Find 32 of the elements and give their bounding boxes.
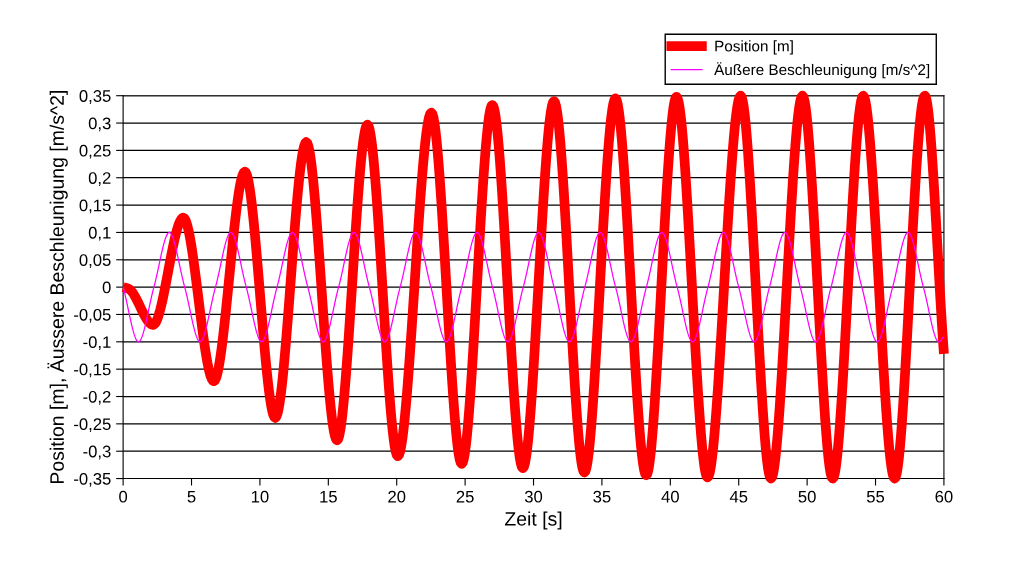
x-tick-label: 40 (661, 490, 679, 503)
x-tick-label: 30 (524, 490, 543, 503)
y-tick-label: -0,05 (74, 308, 111, 323)
y-tick-label: 0 (102, 281, 111, 294)
y-tick-label: 0,35 (79, 90, 111, 104)
y-tick-label: -0,25 (74, 418, 111, 433)
y-tick-label: 0,15 (79, 199, 111, 214)
x-tick-label: 55 (866, 490, 885, 503)
y-tick-label: -0,15 (74, 363, 111, 378)
y-tick-label: 0,2 (88, 172, 111, 186)
y-tick-label: 0,3 (88, 117, 111, 132)
x-tick-label: 15 (320, 490, 337, 503)
x-axis-title: Zeit [s] (504, 511, 562, 530)
y-tick-label: 0,05 (79, 254, 111, 268)
y-tick-label: -0,3 (83, 445, 111, 460)
x-tick-label: 10 (251, 490, 269, 503)
x-tick-label: 35 (593, 490, 611, 503)
y-tick-label: 0,1 (88, 226, 111, 241)
legend-label: Äußere Beschleunigung [m/s^2] (714, 62, 930, 79)
x-tick-label: 0 (119, 490, 128, 503)
y-tick-label: 0,25 (79, 144, 111, 159)
legend-label: Position [m] (715, 40, 793, 55)
y-tick-label: -0,1 (83, 336, 111, 350)
x-tick-label: 50 (798, 490, 816, 503)
x-tick-label: 45 (729, 490, 748, 503)
y-tick-label: -0,2 (83, 390, 111, 405)
x-tick-label: 25 (456, 490, 474, 503)
x-tick-label: 60 (935, 490, 953, 503)
x-tick-label: 5 (187, 490, 196, 503)
y-axis-title: Position [m], Äussere Beschleunigung [m/s^2] (47, 91, 68, 484)
x-tick-label: 20 (388, 490, 406, 503)
y-tick-label: -0,35 (74, 472, 111, 487)
